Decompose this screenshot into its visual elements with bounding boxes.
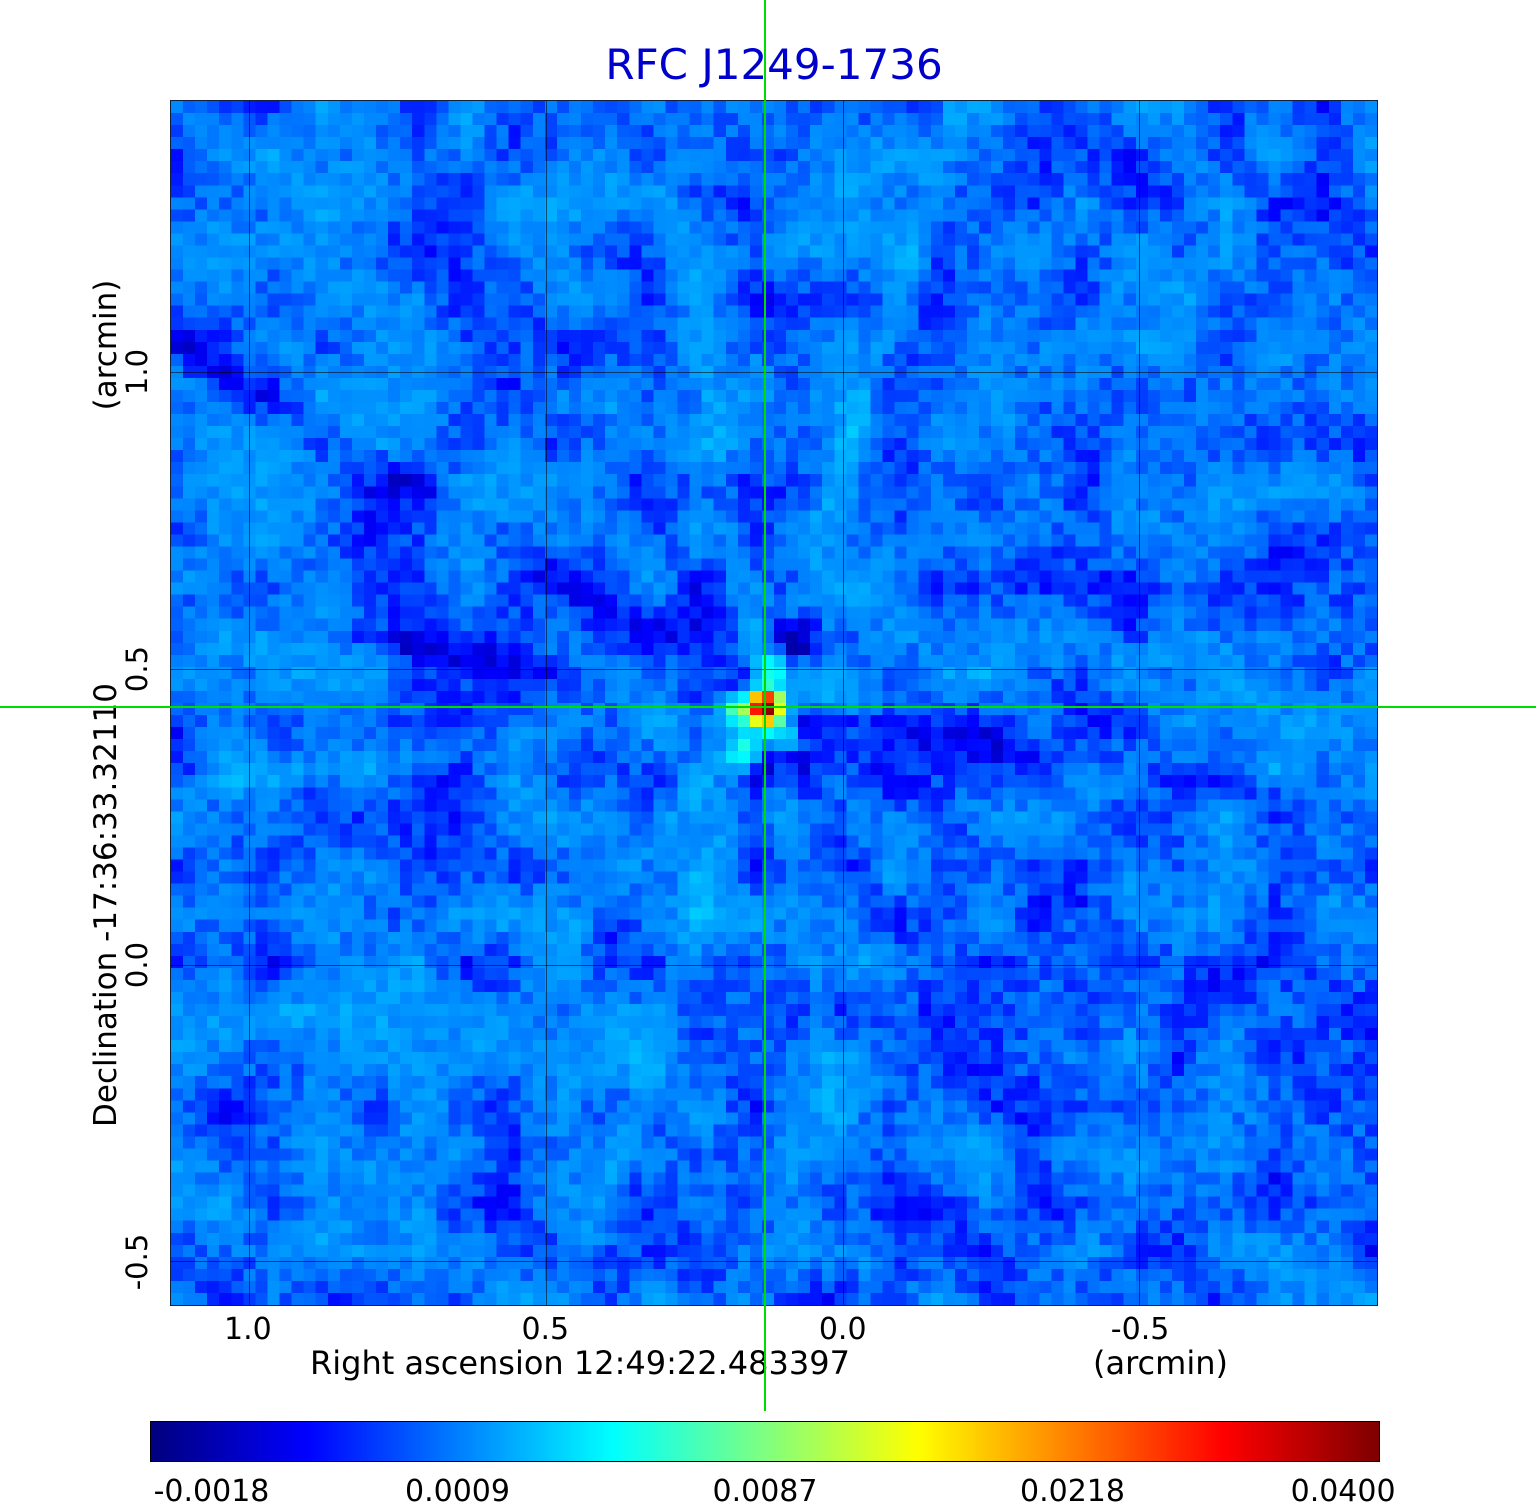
colorbar-tick-label: 0.0218 [1020,1474,1125,1509]
y-tick-text: 0.5 [120,645,154,692]
y-tick-text: 0.0 [120,942,154,989]
x-tick-label: 0.5 [521,1312,570,1347]
colorbar [150,1421,1380,1462]
x-axis-unit-label: (arcmin) [1093,1344,1228,1382]
x-tick-label: 1.0 [224,1312,272,1347]
colorbar-tick-label: 0.0400 [1290,1474,1396,1509]
y-tick-text: -0.5 [120,1233,154,1291]
colorbar-tick-label: 0.0087 [712,1474,818,1509]
x-tick-label: -0.5 [1110,1312,1170,1347]
colorbar-tick-label: 0.0009 [405,1474,510,1509]
x-tick-label: 0.0 [818,1312,867,1347]
heatmap-canvas [171,101,1377,1305]
crosshair-vertical-line [763,0,766,1411]
figure-title: RFC J1249-1736 [605,40,943,89]
y-axis-unit-label: (arcmin) [88,279,124,411]
x-axis-label: Right ascension 12:49:22.483397 [310,1344,850,1382]
image-plot-area [170,100,1378,1306]
colorbar-tick-label: -0.0018 [153,1474,270,1509]
crosshair-horizontal-line [0,706,1536,709]
y-axis-label: Declination -17:36:33.32110 [88,683,124,1127]
colorbar-gradient-canvas [151,1422,1379,1461]
y-tick-text: 1.0 [120,348,154,395]
